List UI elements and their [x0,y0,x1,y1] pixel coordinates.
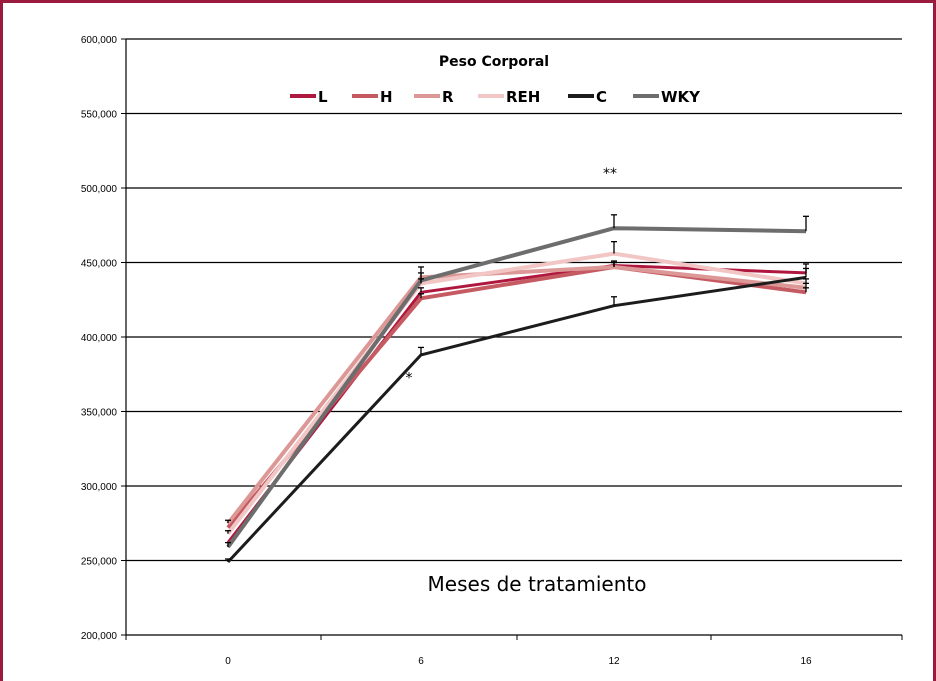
series-lines [226,226,807,564]
x-axis-label: Meses de tratamiento [428,572,647,596]
legend-label-c: C [596,88,607,106]
x-tick-labels: 0 6 12 16 [225,656,812,667]
annotations: *** [406,166,618,386]
series-line-wky [226,226,807,549]
y-tick-label: 300,000 [81,482,118,493]
y-tick-label: 500,000 [81,184,118,195]
error-bars [225,214,809,562]
legend[interactable]: L H R REH C WKY [290,88,701,106]
x-tick-label: 6 [418,656,424,667]
y-tick-label: 350,000 [81,408,118,419]
y-tick-label: 200,000 [81,631,118,642]
y-tick-label: 250,000 [81,557,118,568]
y-tick-label: 600,000 [81,35,118,46]
x-tick-label: 12 [608,656,620,667]
legend-label-l: L [318,88,328,106]
significance-mark: ** [603,166,617,182]
series-line-l [226,264,807,544]
y-tick-label: 450,000 [81,259,118,270]
legend-label-wky: WKY [661,88,701,106]
series-line-reh [226,251,807,535]
significance-mark: * [406,370,413,386]
legend-label-r: R [442,88,454,106]
y-tick-labels: 200,000 250,000 300,000 350,000 400,000 450,0… [81,35,118,642]
chart-title: Peso Corporal [439,54,549,70]
legend-label-reh: REH [506,88,540,106]
x-tick-label: 0 [225,656,231,667]
legend-label-h: H [380,88,393,106]
x-tick-label: 16 [800,656,812,667]
y-tick-label: 550,000 [81,110,118,121]
series-line-r [226,265,807,525]
series-line-h [226,265,807,529]
y-tick-label: 400,000 [81,333,118,344]
series-line-c [226,275,807,564]
